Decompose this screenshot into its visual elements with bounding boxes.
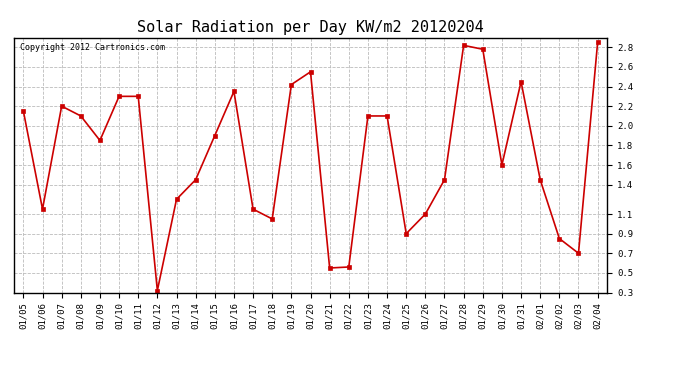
Title: Solar Radiation per Day KW/m2 20120204: Solar Radiation per Day KW/m2 20120204 xyxy=(137,20,484,35)
Text: Copyright 2012 Cartronics.com: Copyright 2012 Cartronics.com xyxy=(20,43,165,52)
